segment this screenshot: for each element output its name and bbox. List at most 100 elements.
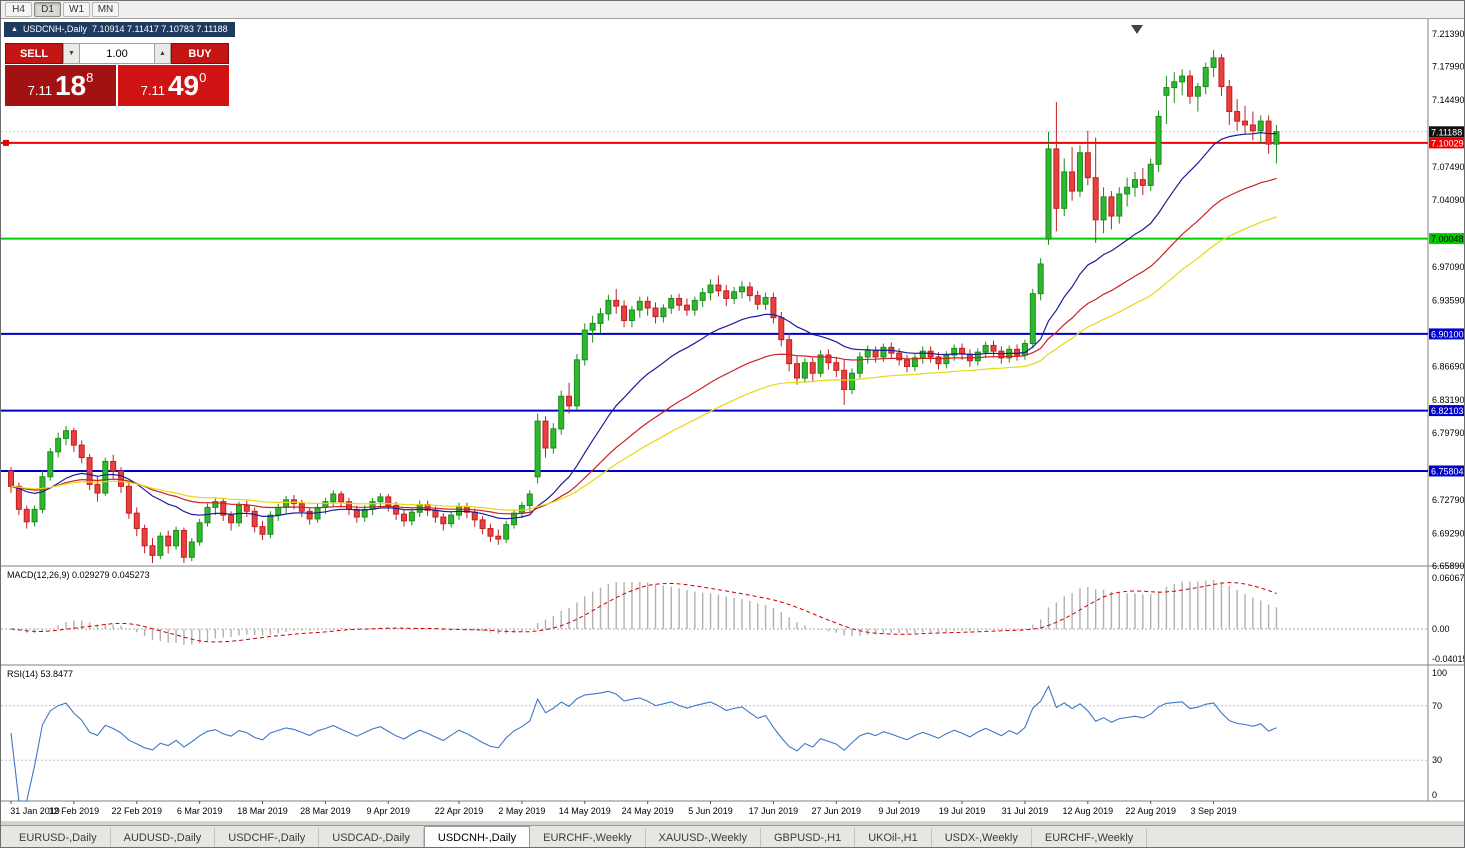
candle-body <box>141 528 148 547</box>
candle-body <box>715 284 722 292</box>
chart-tab-eurchf-weekly-1[interactable]: EURCHF-,Weekly <box>530 828 646 847</box>
chart-tab-eurchf-weekly-2[interactable]: EURCHF-,Weekly <box>1032 828 1148 847</box>
candle-body <box>699 292 706 301</box>
volume-input[interactable] <box>80 43 154 64</box>
candle-body <box>731 291 738 299</box>
price-tag <box>1429 233 1464 245</box>
candle-body <box>1069 171 1076 192</box>
candle-body <box>911 357 918 368</box>
candle-body <box>558 395 565 430</box>
symbol-name: USDCNH-,Daily <box>22 24 87 34</box>
candle-body <box>982 344 989 353</box>
candle-body <box>1218 57 1225 88</box>
candle-body <box>86 457 93 485</box>
candle-body <box>1116 193 1123 217</box>
price-tick-label: 6.83190 <box>1432 395 1465 405</box>
candle-body <box>935 356 942 365</box>
candle-body <box>157 535 164 556</box>
candle-body <box>573 359 580 407</box>
timeframe-button-d1[interactable]: D1 <box>34 2 61 17</box>
chart-tab-usdx[interactable]: USDX-,Weekly <box>932 828 1032 847</box>
one-click-trading-panel: SELL ▼ ▲ BUY 7.11 18 8 7.11 49 0 <box>5 43 229 106</box>
price-tick-label: 6.69290 <box>1432 528 1465 538</box>
chart-tab-gbpusd[interactable]: GBPUSD-,H1 <box>761 828 856 847</box>
volume-decrease-button[interactable]: ▼ <box>63 43 80 64</box>
chart-tab-eurusd[interactable]: EURUSD-,Daily <box>6 828 111 847</box>
chart-tab-ukoil[interactable]: UKOil-,H1 <box>855 828 932 847</box>
candle-body <box>660 307 667 318</box>
candle-body <box>180 529 187 558</box>
candle-body <box>801 362 808 379</box>
candle-body <box>1202 66 1209 88</box>
price-tag <box>1429 465 1464 477</box>
price-tick-label: 6.79790 <box>1432 428 1465 438</box>
candle-body <box>794 363 800 379</box>
candle-body <box>833 362 840 371</box>
candle-body <box>1084 152 1091 179</box>
candle-body <box>628 309 635 322</box>
candle-body <box>408 511 415 522</box>
chart-tab-xauusd[interactable]: XAUUSD-,Weekly <box>646 828 761 847</box>
candle-body <box>125 485 132 514</box>
date-label: 2 May 2019 <box>498 806 545 816</box>
candle-body <box>1210 57 1217 68</box>
moving-average-line <box>10 131 1277 520</box>
candle-body <box>78 444 85 459</box>
candle-body <box>1021 343 1028 356</box>
chart-tab-audusd[interactable]: AUDUSD-,Daily <box>111 828 216 847</box>
date-label: 31 Jul 2019 <box>1002 806 1049 816</box>
candle-body <box>401 513 407 522</box>
timeframe-button-w1[interactable]: W1 <box>63 2 90 17</box>
candle-body <box>990 344 997 352</box>
candle-body <box>471 511 478 521</box>
chevron-down-icon: ▼ <box>68 50 75 57</box>
macd-indicator-label: MACD(12,26,9) 0.029279 0.045273 <box>7 570 150 580</box>
candle-body <box>39 476 46 510</box>
sell-button[interactable]: SELL <box>5 43 63 64</box>
rsi-axis-label: 100 <box>1432 668 1447 678</box>
candle-body <box>440 516 447 525</box>
buy-price-display[interactable]: 7.11 49 0 <box>118 65 229 106</box>
trade-controls-row: SELL ▼ ▲ BUY <box>5 43 229 64</box>
candle-body <box>1234 111 1241 122</box>
price-tag-label: 7.10029 <box>1431 138 1464 148</box>
price-tag-label: 7.11188 <box>1431 127 1462 137</box>
sell-price-prefix: 7.11 <box>27 83 52 98</box>
candle-body <box>361 508 368 518</box>
timeframe-button-mn[interactable]: MN <box>92 2 119 17</box>
candle-body <box>636 300 643 311</box>
chart-scroll-strip[interactable] <box>1 821 1464 825</box>
candle-body <box>196 522 203 543</box>
candle-body <box>306 510 313 520</box>
buy-button[interactable]: BUY <box>171 43 229 64</box>
candle-body <box>613 299 620 307</box>
one-click-trading-toggle-icon[interactable]: ▲ <box>11 25 18 33</box>
candle-body <box>1163 87 1170 96</box>
candle-body <box>448 514 455 525</box>
candle-body <box>566 395 573 407</box>
volume-increase-button[interactable]: ▲ <box>154 43 171 64</box>
rsi-line <box>10 684 1277 802</box>
candle-body <box>118 470 125 487</box>
price-tag <box>1429 126 1464 138</box>
candle-body <box>1131 179 1138 188</box>
candle-body <box>1045 148 1052 240</box>
candle-body <box>1147 163 1154 186</box>
timeframe-button-h4[interactable]: H4 <box>5 2 32 17</box>
candle-body <box>652 307 659 318</box>
sell-price-display[interactable]: 7.11 18 8 <box>5 65 116 106</box>
chart-tab-usdcnh[interactable]: USDCNH-,Daily <box>423 826 531 847</box>
date-label: 12 Feb 2019 <box>49 806 100 816</box>
date-label: 5 Jun 2019 <box>688 806 733 816</box>
chart-tab-usdchf[interactable]: USDCHF-,Daily <box>215 828 320 847</box>
candle-body <box>1139 179 1146 186</box>
date-label: 22 Apr 2019 <box>435 806 484 816</box>
chevron-up-icon: ▲ <box>159 50 166 57</box>
macd-axis-label: 0.00 <box>1432 624 1450 634</box>
chart-tab-usdcad[interactable]: USDCAD-,Daily <box>319 828 424 847</box>
price-chart-canvas[interactable]: 7.21390 7.17990 7.14490 7.07490 7.04090 6.970… <box>1 19 1465 821</box>
price-tick-label: 6.97090 <box>1432 262 1465 272</box>
candle-body <box>864 349 871 358</box>
candle-body <box>1242 120 1249 126</box>
candle-body <box>8 470 14 487</box>
